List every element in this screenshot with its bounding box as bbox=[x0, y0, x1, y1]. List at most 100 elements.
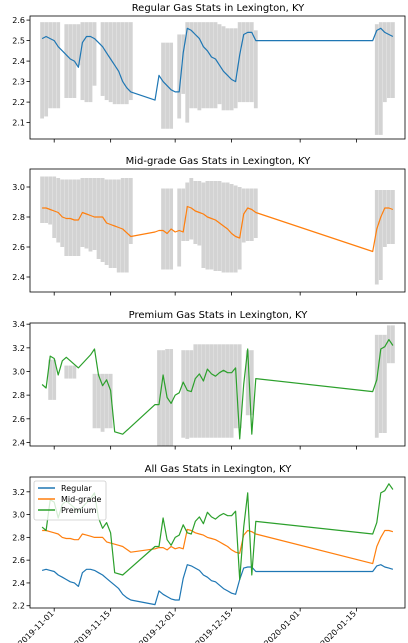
panel-midgrade-range-bar bbox=[112, 179, 117, 268]
panel-premium-range-bar bbox=[374, 334, 379, 438]
panel-regular: Regular Gas Stats in Lexington, KY 2.12.… bbox=[12, 3, 406, 143]
panel-regular-range-bar bbox=[209, 22, 214, 109]
panel-premium-range-bar bbox=[157, 350, 161, 446]
panel-premium: Premium Gas Stats in Lexington, KY 2.42.… bbox=[12, 310, 406, 450]
panel-premium-range-bar bbox=[52, 359, 57, 400]
panel-midgrade-range-bar bbox=[209, 181, 214, 270]
panel-regular-range-bar bbox=[201, 22, 206, 109]
panel-midgrade-range-bar bbox=[44, 176, 49, 223]
panel-premium-range-bar bbox=[96, 373, 101, 429]
panel-regular-range-bar bbox=[84, 22, 89, 103]
panel-midgrade-range-bar bbox=[185, 182, 190, 241]
panel-regular-range-bar bbox=[169, 42, 174, 129]
panel-midgrade-range-bar bbox=[181, 188, 186, 241]
panel-midgrade-range-bar bbox=[52, 176, 57, 238]
panel-midgrade-range-bar bbox=[64, 179, 69, 256]
panel-midgrade: Mid-grade Gas Stats in Lexington, KY 2.4… bbox=[12, 156, 406, 296]
panel-regular-range-bar bbox=[68, 24, 73, 99]
panel-midgrade-range-bar bbox=[391, 190, 395, 244]
panel-midgrade-title: Mid-grade Gas Stats in Lexington, KY bbox=[126, 156, 312, 167]
panel-all-regular-line bbox=[41, 564, 394, 606]
panel-midgrade-range-bar bbox=[128, 178, 133, 244]
panel-midgrade-range-bar bbox=[116, 179, 121, 273]
panel-all-ytick-label: 2.6 bbox=[12, 556, 25, 565]
panel-premium-range-bar bbox=[205, 344, 210, 438]
panel-regular-range-bar bbox=[116, 22, 121, 105]
panel-premium-range-bar bbox=[225, 344, 230, 438]
panel-regular-range-bar bbox=[112, 22, 117, 105]
panel-regular-range-bar bbox=[229, 28, 234, 111]
panel-regular-range-bar bbox=[241, 22, 246, 103]
panel-regular-range-bar bbox=[221, 26, 226, 111]
panel-regular-range-bar bbox=[386, 22, 391, 98]
panel-premium-range-bar bbox=[100, 373, 105, 432]
legend-regular-label: Regular bbox=[61, 484, 92, 493]
panel-midgrade-range-bar bbox=[253, 188, 258, 238]
panel-premium-title: Premium Gas Stats in Lexington, KY bbox=[129, 310, 309, 321]
panel-midgrade-range-bar bbox=[161, 188, 165, 270]
panel-midgrade-range-bar bbox=[205, 181, 210, 270]
panel-premium-range-bar bbox=[185, 350, 190, 439]
legend-premium-label: Premium bbox=[61, 506, 97, 515]
panel-midgrade-range-bar bbox=[249, 188, 254, 241]
panel-regular-ytick-label: 2.2 bbox=[12, 98, 25, 107]
legend: Regular Mid-grade Premium bbox=[33, 480, 107, 521]
panel-premium-ytick-label: 3.2 bbox=[12, 344, 25, 353]
panel-regular-range-bar bbox=[193, 22, 198, 109]
panel-regular-range-bar bbox=[56, 22, 61, 109]
panel-premium-range-bar bbox=[209, 344, 214, 438]
panel-premium-range-bar bbox=[382, 334, 387, 433]
panel-premium-range-bar bbox=[48, 359, 53, 400]
panel-regular-range-bar bbox=[374, 24, 379, 135]
panel-midgrade-range-bar bbox=[382, 190, 387, 247]
panel-premium-range-bar bbox=[92, 373, 97, 429]
panel-premium-premium-line bbox=[41, 339, 394, 440]
panel-regular-range-bar bbox=[378, 22, 383, 135]
panel-regular-range-bar bbox=[253, 30, 258, 109]
panel-midgrade-range-bar bbox=[213, 181, 218, 271]
panel-premium-range-bar bbox=[108, 373, 113, 429]
panel-regular-ytick-label: 2.1 bbox=[12, 119, 25, 128]
panel-midgrade-range-bar bbox=[189, 178, 194, 240]
panel-premium-range-bar bbox=[161, 350, 165, 446]
panel-premium-bars bbox=[48, 325, 395, 446]
panel-regular-range-bar bbox=[88, 22, 93, 103]
panel-regular-range-bar bbox=[48, 22, 53, 109]
panel-all-ytick-label: 2.2 bbox=[12, 602, 25, 611]
panel-regular-range-bar bbox=[108, 22, 113, 103]
panel-midgrade-range-bar bbox=[233, 185, 238, 273]
panel-premium-ytick-label: 3.4 bbox=[12, 320, 25, 329]
panel-premium-range-bar bbox=[233, 344, 238, 429]
panel-midgrade-range-bar bbox=[96, 178, 101, 259]
panel-regular-range-bar bbox=[249, 22, 254, 103]
panel-regular-xticks bbox=[53, 139, 358, 143]
panel-regular-range-bar bbox=[120, 22, 125, 105]
panel-regular-range-bar bbox=[104, 22, 109, 101]
panel-regular-range-bar bbox=[100, 22, 105, 96]
panel-regular-range-bar bbox=[52, 22, 57, 109]
panel-all-title: All Gas Stats in Lexington, KY bbox=[145, 464, 293, 475]
panel-premium-frame bbox=[29, 322, 406, 447]
panel-regular-regular-line bbox=[41, 27, 394, 101]
panel-midgrade-range-bar bbox=[374, 190, 379, 285]
panel-midgrade-range-bar bbox=[100, 178, 105, 262]
panel-premium-yticks: 2.4 2.6 2.8 3.0 3.2 3.4 bbox=[12, 320, 30, 447]
panel-regular-ytick-label: 2.6 bbox=[12, 16, 25, 25]
panel-premium-range-bar bbox=[386, 325, 391, 364]
panel-midgrade-range-bar bbox=[108, 179, 113, 268]
panel-regular-ytick-label: 2.4 bbox=[12, 57, 25, 66]
panel-midgrade-range-bar bbox=[92, 178, 97, 250]
panel-midgrade-range-bar bbox=[217, 181, 222, 271]
panel-midgrade-range-bar bbox=[245, 188, 250, 241]
panel-regular-range-bar bbox=[40, 22, 44, 119]
panel-regular-range-bar bbox=[177, 34, 182, 119]
panel-midgrade-range-bar bbox=[60, 179, 65, 247]
panel-premium-range-bar bbox=[249, 350, 254, 416]
panel-premium-range-bar bbox=[237, 344, 242, 429]
panel-premium-ytick-label: 2.6 bbox=[12, 415, 25, 424]
panel-regular-range-bar bbox=[92, 22, 97, 86]
panel-midgrade-range-bar bbox=[378, 190, 383, 280]
panel-regular-frame bbox=[29, 15, 406, 140]
panel-midgrade-range-bar bbox=[76, 179, 81, 256]
